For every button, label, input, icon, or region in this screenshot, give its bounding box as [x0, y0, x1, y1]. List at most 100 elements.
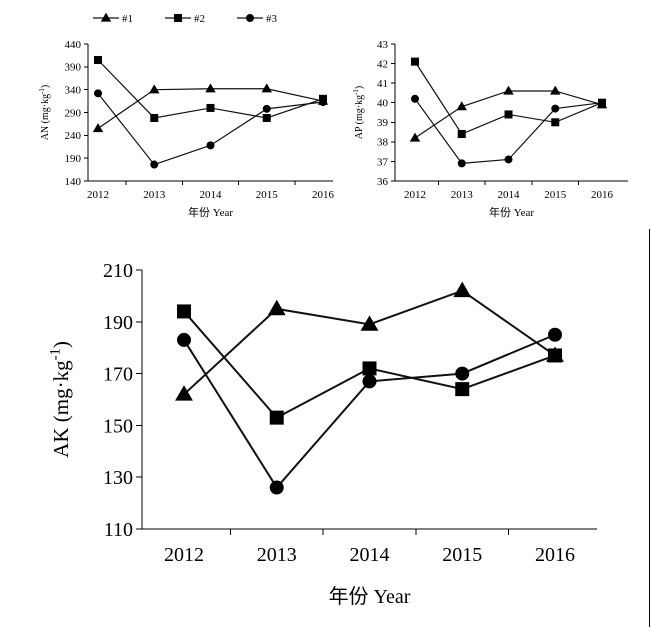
y-tick-label: 190	[103, 312, 133, 334]
data-point	[205, 83, 216, 93]
series-n3	[94, 89, 327, 169]
data-point	[551, 104, 560, 113]
y-tick-label: 38	[377, 137, 389, 149]
x-tick-label: 2012	[404, 189, 426, 201]
y-tick-label: 210	[103, 260, 133, 282]
data-point	[598, 98, 606, 107]
data-point	[206, 141, 215, 150]
x-tick-label: 2015	[544, 189, 567, 201]
series-n2	[411, 57, 606, 139]
x-axis-title: 年份 Year	[188, 205, 233, 219]
y-axis-title-close: )	[40, 85, 51, 88]
y-axis-title-main: AK (mg·kg	[49, 360, 73, 458]
data-point	[94, 55, 102, 64]
data-point	[548, 327, 562, 342]
y-tick-label: 170	[103, 364, 133, 386]
data-point	[94, 89, 102, 98]
data-point	[550, 85, 561, 95]
legend-label: #1	[122, 13, 133, 25]
y-tick-label: 340	[65, 85, 82, 97]
data-point	[362, 374, 377, 389]
y-tick-label: 140	[65, 176, 82, 188]
data-point	[409, 132, 421, 142]
x-axis-title: 年份 Year	[489, 205, 534, 219]
legend-item: #2	[165, 13, 205, 25]
y-axis-title-superscript: -1	[352, 89, 360, 95]
data-point	[267, 299, 286, 316]
x-tick-label: 2013	[143, 189, 166, 201]
y-tick-label: 440	[65, 39, 82, 51]
data-point	[411, 57, 419, 66]
data-point	[269, 480, 284, 495]
series-n3	[177, 327, 562, 495]
y-tick-label: 39	[377, 117, 389, 129]
x-tick-label: 2016	[591, 189, 614, 201]
data-point	[319, 97, 327, 106]
y-axis-title-superscript: -1	[38, 88, 46, 94]
y-tick-label: 130	[103, 467, 133, 489]
data-point	[206, 103, 215, 112]
x-tick-label: 2013	[451, 189, 474, 201]
series-line	[183, 333, 556, 490]
data-point	[548, 348, 562, 363]
data-point	[362, 361, 377, 376]
series-line	[414, 61, 603, 135]
y-tick-label: 150	[103, 415, 133, 437]
x-tick-label: 2016	[535, 544, 575, 566]
circle-marker-icon	[246, 14, 254, 22]
y-tick-label: 36	[377, 176, 389, 188]
chart-ak: 110 130 150 170 190 210 2012 2013 2014 2015 2016 年份…	[48, 260, 597, 608]
legend: #1 #2 #3	[93, 12, 278, 25]
y-axis-title-superscript: -1	[48, 348, 64, 360]
data-point	[262, 104, 271, 113]
legend-label: #2	[194, 13, 205, 25]
y-tick-label: 41	[377, 78, 388, 90]
x-tick-label: 2014	[200, 189, 223, 201]
data-point	[150, 113, 159, 122]
y-axis-title-main: AP (mg·kg	[354, 95, 365, 139]
x-axis-title: 年份 Year	[329, 585, 411, 608]
x-tick-label: 2013	[257, 544, 297, 566]
y-axis-title: AP (mg·kg-1)	[352, 86, 365, 140]
y-tick-label: 190	[65, 153, 82, 165]
data-point	[411, 94, 419, 103]
data-point	[456, 101, 467, 111]
x-tick-label: 2012	[164, 544, 204, 566]
data-point	[504, 155, 513, 164]
y-tick-label: 42	[377, 58, 388, 70]
data-point	[455, 366, 470, 381]
x-tick-label: 2015	[442, 544, 482, 566]
data-point	[504, 110, 513, 119]
data-point	[262, 113, 271, 122]
y-axis-title-close: )	[354, 86, 365, 89]
y-tick-label: 290	[65, 107, 82, 119]
x-tick-label: 2014	[350, 544, 390, 566]
y-tick-label: 43	[377, 39, 389, 51]
series-n3	[411, 94, 606, 168]
y-axis-title-close: )	[49, 341, 73, 348]
square-marker-icon	[174, 14, 182, 22]
data-point	[457, 130, 466, 139]
y-tick-label: 40	[377, 98, 389, 110]
y-axis-title: AN (mg·kg-1)	[38, 85, 51, 141]
data-point	[261, 83, 272, 93]
data-point	[92, 123, 104, 133]
legend-item: #3	[237, 13, 278, 25]
x-tick-label: 2012	[87, 189, 109, 201]
x-tick-label: 2014	[498, 189, 521, 201]
series-n2	[177, 304, 562, 425]
data-point	[455, 382, 470, 397]
chart-ap: 36 37 38 39 40 41 42 43 2012 2013 2014 2015 2016 年份 Y…	[352, 39, 628, 219]
data-point	[503, 85, 514, 95]
data-point	[149, 84, 160, 94]
data-point	[175, 385, 193, 401]
data-point	[269, 410, 284, 425]
y-axis-title: AK (mg·kg-1)	[48, 341, 73, 458]
data-point	[177, 332, 191, 347]
data-point	[150, 160, 159, 169]
y-tick-label: 110	[104, 519, 133, 541]
legend-item: #1	[93, 12, 133, 25]
data-point	[453, 281, 472, 298]
x-tick-label: 2015	[256, 189, 279, 201]
